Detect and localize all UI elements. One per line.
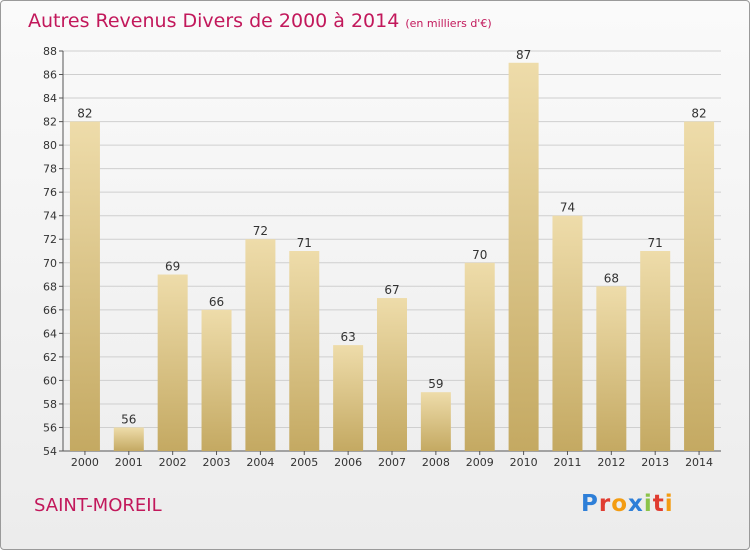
y-tick-label: 80 [43,139,57,152]
y-tick-label: 58 [43,398,57,411]
y-tick-label: 62 [43,351,57,364]
x-tick-label: 2003 [203,456,231,469]
logo-letter: i [643,491,653,517]
x-tick-label: 2005 [290,456,318,469]
logo-letter: x [628,491,644,517]
data-label: 72 [253,224,268,238]
data-label: 68 [604,271,619,285]
y-tick-label: 84 [43,92,57,105]
data-label: 69 [165,260,180,274]
logo-letter: t [652,491,665,517]
y-tick-label: 68 [43,280,57,293]
bar [377,298,407,451]
data-label: 82 [691,107,706,121]
bar [289,251,320,451]
x-tick-label: 2008 [422,456,450,469]
data-label: 56 [121,412,136,426]
x-tick-label: 2013 [641,456,669,469]
proxiti-logo: Proxiti [581,491,674,517]
y-tick-label: 66 [43,304,57,317]
y-tick-label: 60 [43,374,57,387]
x-tick-label: 2011 [553,456,581,469]
bar [201,309,232,451]
x-tick-label: 2006 [334,456,362,469]
bar [245,239,276,451]
y-tick-label: 88 [43,45,57,58]
y-tick-label: 86 [43,69,57,82]
y-tick-label: 74 [43,210,57,223]
data-label: 87 [516,48,531,62]
y-tick-label: 64 [43,327,57,340]
data-label: 63 [340,330,355,344]
x-tick-label: 2001 [115,456,143,469]
x-tick-label: 2004 [246,456,274,469]
x-tick-label: 2007 [378,456,406,469]
data-label: 82 [77,107,92,121]
bar [333,345,364,451]
x-tick-label: 2002 [159,456,187,469]
data-label: 67 [384,283,399,297]
logo-letter: i [664,491,674,517]
data-label: 71 [648,236,663,250]
data-label: 74 [560,201,575,215]
x-tick-label: 2014 [685,456,713,469]
logo-letter: P [581,491,599,517]
x-tick-label: 2009 [466,456,494,469]
bar [640,251,671,451]
y-tick-label: 70 [43,257,57,270]
bar [684,121,715,452]
logo-letter: o [611,491,629,517]
bar [69,121,100,452]
y-tick-label: 82 [43,116,57,129]
x-tick-label: 2012 [597,456,625,469]
y-tick-label: 78 [43,163,57,176]
y-tick-label: 54 [43,445,57,458]
y-tick-label: 72 [43,233,57,246]
bar [113,427,144,451]
bar [552,215,583,451]
chart-title-text: Autres Revenus Divers de 2000 à 2014 [28,10,400,32]
logo-letter: r [598,491,612,517]
town-name: SAINT-MOREIL [34,495,162,516]
data-label: 70 [472,248,487,262]
bar [157,274,188,451]
x-tick-label: 2010 [510,456,538,469]
x-tick-label: 2000 [71,456,99,469]
bar [464,262,495,451]
bar [508,62,539,451]
bar [596,286,627,451]
chart-title-unit: (en milliers d'€) [405,17,492,30]
chart-title: Autres Revenus Divers de 2000 à 2014 (en … [28,10,492,32]
data-label: 66 [209,295,224,309]
bar [420,392,451,451]
data-label: 59 [428,377,443,391]
y-tick-label: 56 [43,421,57,434]
y-tick-label: 76 [43,186,57,199]
data-label: 71 [297,236,312,250]
